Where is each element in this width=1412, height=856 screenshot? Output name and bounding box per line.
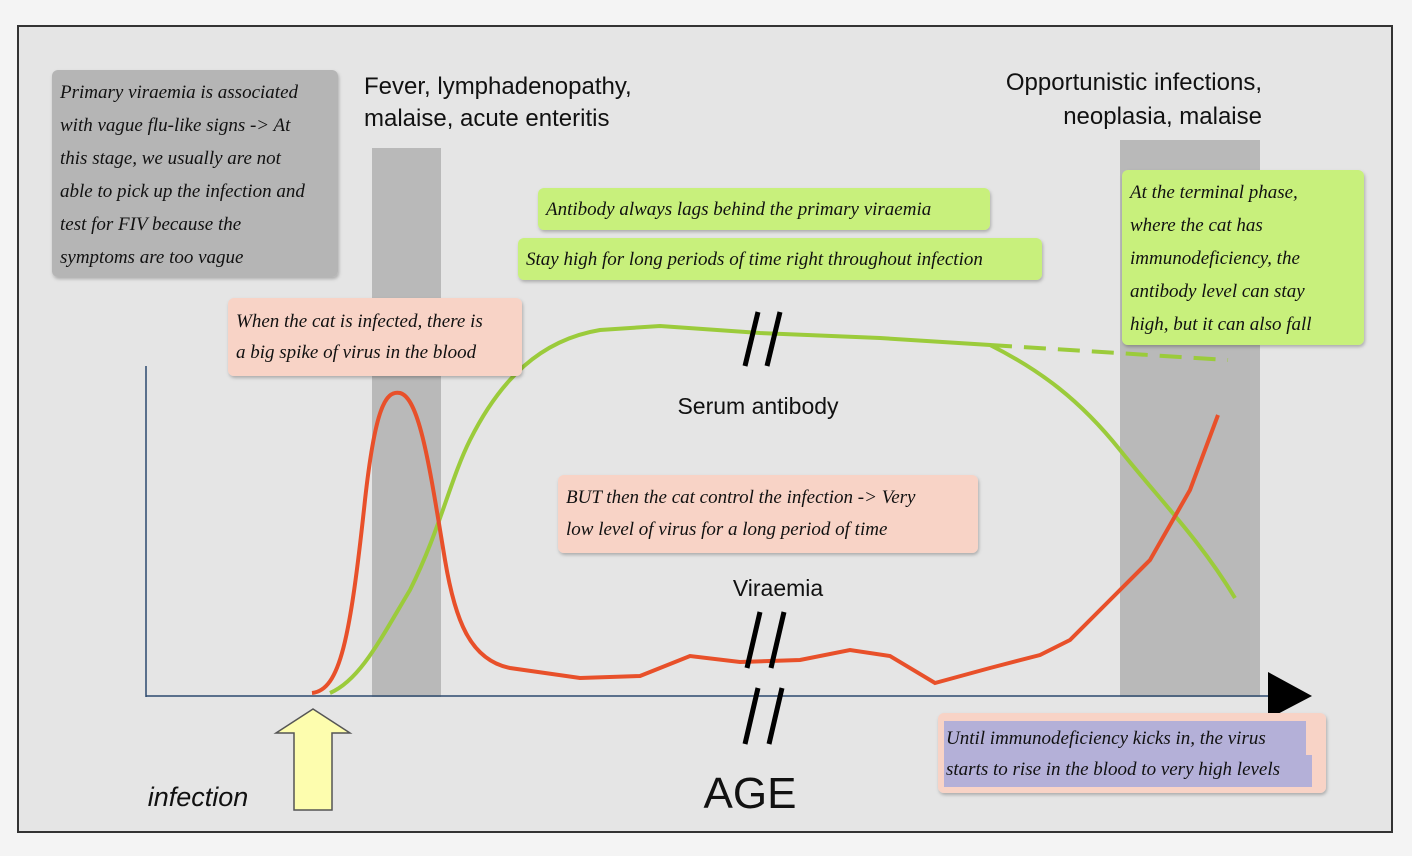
infection-arrow — [273, 708, 353, 811]
note-text: starts to rise in the blood to very high… — [946, 759, 1280, 780]
antibody-curve — [329, 323, 1237, 695]
note-text: BUT then the cat control the infection -… — [566, 487, 916, 508]
note-text: where the cat has — [1130, 215, 1263, 236]
note-text: test for FIV because the — [60, 214, 241, 235]
note-text: Antibody always lags behind the primary … — [544, 199, 931, 220]
note-text: Stay high for long periods of time right… — [526, 249, 983, 270]
viraemia-curve — [311, 390, 1220, 695]
note-text: this stage, we usually are not — [60, 148, 282, 169]
note-text: symptoms are too vague — [60, 247, 243, 268]
note-text: Primary viraemia is associated — [59, 82, 299, 103]
infection-label: infection — [148, 782, 249, 812]
phase-band — [372, 148, 441, 697]
note-box — [538, 188, 990, 230]
axis-arrow — [1268, 672, 1312, 719]
axis-break — [742, 311, 787, 745]
note-box — [1122, 170, 1364, 345]
note-text: Until immunodeficiency kicks in, the vir… — [946, 728, 1266, 749]
antibody-fall-curve — [989, 343, 1229, 362]
curve-label: Viraemia — [733, 575, 824, 601]
symptom-label: Opportunistic infections, — [1006, 69, 1262, 96]
symptom-label: neoplasia, malaise — [1063, 103, 1262, 130]
note-text: with vague flu-like signs -> At — [60, 115, 291, 136]
note-box — [228, 298, 522, 376]
note-text: a big spike of virus in the blood — [236, 342, 477, 363]
note-text: high, but it can also fall — [1130, 314, 1312, 335]
x-axis-label: AGE — [704, 769, 797, 818]
highlight — [944, 721, 1306, 755]
note-text: low level of virus for a long period of … — [566, 519, 887, 540]
note-box — [518, 238, 1042, 280]
note-text: At the terminal phase, — [1128, 182, 1298, 203]
note-box — [558, 475, 978, 553]
symptom-label: Fever, lymphadenopathy, — [364, 73, 632, 100]
note-box — [52, 70, 338, 277]
curve-label: Serum antibody — [677, 393, 839, 419]
note-text: When the cat is infected, there is — [236, 311, 483, 332]
note-text: immunodeficiency, the — [1130, 248, 1300, 269]
note-text: antibody level can stay — [1130, 281, 1305, 302]
symptom-label: malaise, acute enteritis — [364, 105, 609, 132]
highlight — [944, 755, 1312, 787]
note-text: able to pick up the infection and — [60, 181, 305, 202]
